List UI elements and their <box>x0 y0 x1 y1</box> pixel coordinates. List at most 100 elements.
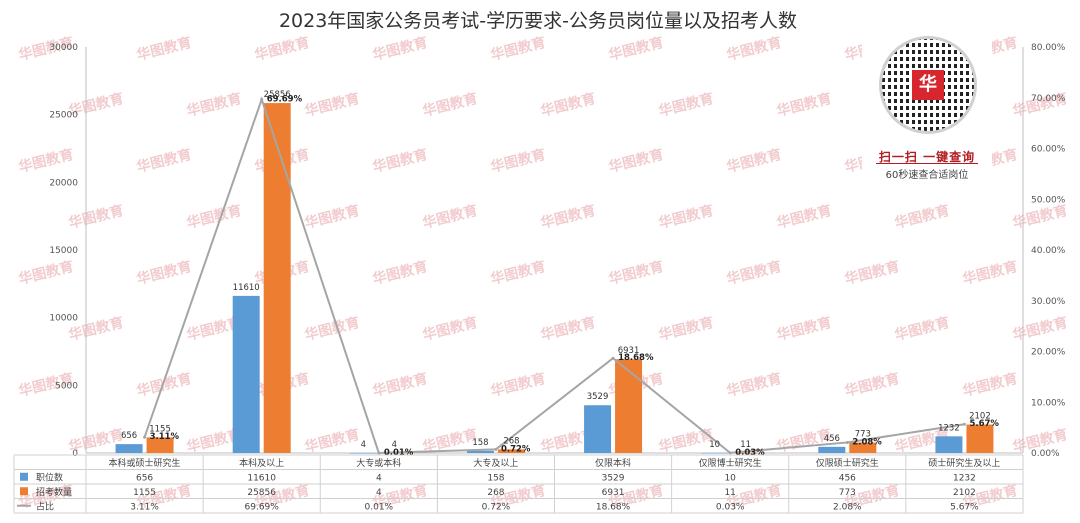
bar-value-label: 268 <box>503 436 519 446</box>
y2-tick-label: 40.00% <box>1031 246 1066 256</box>
watermark-text: 华图教育 <box>657 314 715 344</box>
share-label: 0.03% <box>735 448 765 458</box>
qr-divider <box>876 163 978 164</box>
watermark-text: 华图教育 <box>303 202 361 232</box>
bar-applicants <box>732 452 760 454</box>
bar-value-label: 773 <box>855 430 871 440</box>
category-label: 本科或硕士研究生 <box>109 457 181 469</box>
watermark-text: 华图教育 <box>303 426 361 456</box>
watermark-text: 华图教育 <box>657 90 715 120</box>
share-point <box>260 97 264 101</box>
y2-tick-label: 0.00% <box>1031 449 1060 459</box>
table-cell: 4 <box>376 488 382 498</box>
bar-value-label: 11610 <box>233 283 260 293</box>
bar-positions <box>701 452 729 454</box>
watermark-text: 华图教育 <box>607 34 665 64</box>
table-cell: 773 <box>839 488 856 498</box>
watermark-text: 华图教育 <box>135 34 193 64</box>
watermark-text: 华图教育 <box>657 426 715 456</box>
watermark-text: 华图教育 <box>893 314 951 344</box>
legend-key <box>20 472 28 481</box>
watermark-text: 华图教育 <box>421 90 479 120</box>
y-tick-label: 5000 <box>55 381 78 391</box>
bars <box>115 103 994 454</box>
bar-applicants <box>966 424 994 453</box>
y-tick-label: 25000 <box>49 111 78 121</box>
bar-positions <box>584 405 612 453</box>
table-cell: 0.72% <box>482 502 511 512</box>
watermark-text: 华图教育 <box>843 258 901 288</box>
watermark-text: 华图教育 <box>657 202 715 232</box>
share-point <box>845 440 849 444</box>
watermark-text: 华图教育 <box>725 370 783 400</box>
share-point <box>377 451 381 455</box>
category-label: 本科及以上 <box>239 457 284 469</box>
table-cell: 0.01% <box>365 502 394 512</box>
table-cell: 656 <box>136 473 153 483</box>
watermark-text: 华图教育 <box>371 34 429 64</box>
bar-value-label: 25856 <box>264 90 291 100</box>
bar-value-label: 11 <box>740 440 751 450</box>
table-cell: 3529 <box>602 473 625 483</box>
legend-label: 招考数量 <box>36 486 72 498</box>
table-cell: 0.03% <box>716 502 745 512</box>
watermark-text: 华图教育 <box>17 146 75 176</box>
bar-positions <box>115 444 143 453</box>
share-label: 3.11% <box>150 432 180 442</box>
qr-code-card[interactable]: 华 扫一扫 一键查询 60秒速查合适岗位 <box>862 30 992 190</box>
watermark-text: 华图教育 <box>725 146 783 176</box>
bar-value-label: 6931 <box>618 346 640 356</box>
legend-key <box>20 487 28 496</box>
category-label: 大专及以上 <box>473 457 518 469</box>
table-cell: 11 <box>724 488 735 498</box>
category-label: 仅限硕士研究生 <box>816 457 879 469</box>
y2-tick-label: 50.00% <box>1031 195 1066 205</box>
bar-applicants <box>146 437 174 453</box>
watermark-text: 华图教育 <box>607 146 665 176</box>
watermark-text: 华图教育 <box>775 202 833 232</box>
bar-positions <box>349 452 377 454</box>
watermark-text: 华图教育 <box>489 370 547 400</box>
y2-tick-label: 80.00% <box>1031 43 1066 53</box>
table-cell: 2102 <box>953 488 976 498</box>
qr-caption-subtitle: 60秒速查合适岗位 <box>885 170 969 181</box>
table-cell: 69.69% <box>245 502 280 512</box>
watermark-text: 华图教育 <box>725 258 783 288</box>
watermark-text: 华图教育 <box>775 314 833 344</box>
watermark-text: 华图教育 <box>185 90 243 120</box>
watermark-text: 华图教育 <box>371 146 429 176</box>
share-line <box>143 96 966 455</box>
watermark-text: 华图教育 <box>135 258 193 288</box>
bar-value-label: 656 <box>121 431 137 441</box>
watermark-text: 华图教育 <box>539 314 597 344</box>
bar-value-label: 456 <box>824 434 840 444</box>
share-point <box>494 447 498 451</box>
bar-value-label: 3529 <box>587 392 609 402</box>
y2-tick-label: 10.00% <box>1031 398 1066 408</box>
table-cell: 18.68% <box>596 502 631 512</box>
watermark-text: 华图教育 <box>1079 34 1080 64</box>
share-label: 0.01% <box>384 448 414 458</box>
table-cell: 6931 <box>602 488 625 498</box>
bar-value-label: 1232 <box>938 423 960 433</box>
category-label: 仅限本科 <box>595 457 631 469</box>
watermark-text: 华图教育 <box>775 90 833 120</box>
table-cell: 25856 <box>247 488 276 498</box>
table-cell: 10 <box>724 473 736 483</box>
category-label: 大专或本科 <box>356 457 401 469</box>
watermark-text: 华图教育 <box>1079 258 1080 288</box>
share-point <box>611 356 615 360</box>
y-tick-label: 15000 <box>49 246 78 256</box>
watermark-text: 华图教育 <box>961 370 1019 400</box>
share-label: 5.67% <box>969 419 999 429</box>
plot-area: 0 5000 10000 15000 20000 25000 30000 0.00% 10.00… <box>49 43 1065 459</box>
qr-caption-title: 扫一扫 一键查询 <box>878 150 976 164</box>
bar-value-label: 10 <box>709 440 720 450</box>
y-tick-label: 30000 <box>49 43 78 53</box>
watermark-text: 华图教育 <box>893 202 951 232</box>
table-cell: 5.67% <box>950 502 979 512</box>
share-point <box>143 435 147 439</box>
legend-label: 占比 <box>36 500 54 512</box>
table-cell: 456 <box>839 473 856 483</box>
table-cell: 4 <box>376 473 382 483</box>
